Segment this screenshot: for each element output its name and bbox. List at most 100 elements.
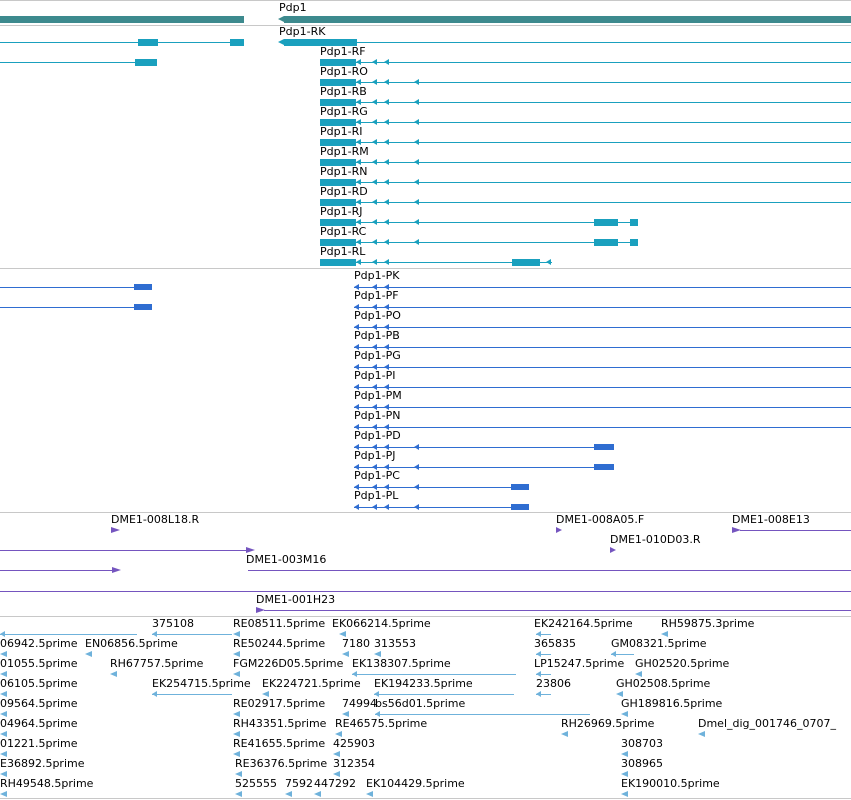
est-label[interactable]: 312354 bbox=[333, 757, 375, 770]
est-label[interactable]: 7180 bbox=[342, 637, 370, 650]
transcript-label[interactable]: Pdp1-RN bbox=[320, 165, 368, 178]
est-label[interactable]: EK224721.5prime bbox=[262, 677, 361, 690]
strand-arrow-icon bbox=[354, 444, 359, 450]
est-label[interactable]: 06942.5prime bbox=[0, 637, 78, 650]
clone-label[interactable]: DME1-008A05.F bbox=[556, 513, 645, 526]
strand-arrow-icon bbox=[372, 59, 377, 65]
strand-arrow-icon bbox=[356, 239, 361, 245]
transcript-label[interactable]: Pdp1-RB bbox=[320, 85, 367, 98]
est-label[interactable]: GH02520.5prime bbox=[635, 657, 730, 670]
est-label[interactable]: RE46575.5prime bbox=[335, 717, 428, 730]
est-label[interactable]: 04964.5prime bbox=[0, 717, 78, 730]
transcript-label[interactable]: Pdp1-RM bbox=[320, 145, 369, 158]
est-label[interactable]: bs56d01.5prime bbox=[375, 697, 466, 710]
transcript-label[interactable]: Pdp1-RD bbox=[320, 185, 368, 198]
protein-label[interactable]: Pdp1-PG bbox=[354, 349, 401, 362]
est-label[interactable]: 365835 bbox=[534, 637, 576, 650]
est-label[interactable]: EN06856.5prime bbox=[85, 637, 178, 650]
est-label[interactable]: 525555 bbox=[235, 777, 277, 790]
clone-label[interactable]: DME1-001H23 bbox=[256, 593, 336, 606]
clone-feature[interactable] bbox=[610, 547, 616, 553]
gene-feature[interactable] bbox=[0, 16, 244, 23]
protein-label[interactable]: Pdp1-PO bbox=[354, 309, 401, 322]
gene-label[interactable]: Pdp1 bbox=[279, 1, 307, 14]
est-label[interactable]: 447292 bbox=[314, 777, 356, 790]
strand-arrow-icon bbox=[384, 324, 389, 330]
est-label[interactable]: EK194233.5prime bbox=[374, 677, 473, 690]
est-label[interactable]: 375108 bbox=[152, 617, 194, 630]
transcript-label[interactable]: Pdp1-RI bbox=[320, 125, 363, 138]
est-label[interactable]: GH02508.5prime bbox=[616, 677, 711, 690]
strand-arrow-icon bbox=[414, 139, 419, 145]
est-label[interactable]: 09564.5prime bbox=[0, 697, 78, 710]
strand-arrow-icon bbox=[372, 344, 377, 350]
transcript-label[interactable]: Pdp1-RK bbox=[279, 25, 326, 38]
strand-arrow-icon bbox=[372, 504, 377, 510]
est-label[interactable]: RH43351.5prime bbox=[233, 717, 327, 730]
est-label[interactable]: Dmel_dig_001746_0707_ bbox=[698, 717, 837, 730]
protein-label[interactable]: Pdp1-PN bbox=[354, 409, 401, 422]
est-label[interactable]: 308965 bbox=[621, 757, 663, 770]
est-label[interactable]: GM08321.5prime bbox=[611, 637, 707, 650]
strand-arrow-icon bbox=[536, 691, 541, 697]
strand-arrow-icon bbox=[372, 464, 377, 470]
clone-label[interactable]: DME1-003M16 bbox=[246, 553, 327, 566]
est-label[interactable]: RE41655.5prime bbox=[233, 737, 326, 750]
est-label[interactable]: 425903 bbox=[333, 737, 375, 750]
clone-feature[interactable] bbox=[111, 527, 120, 533]
protein-label[interactable]: Pdp1-PJ bbox=[354, 449, 396, 462]
protein-label[interactable]: Pdp1-PC bbox=[354, 469, 400, 482]
est-label[interactable]: 01055.5prime bbox=[0, 657, 78, 670]
clone-label[interactable]: DME1-008L18.R bbox=[111, 513, 200, 526]
clone-feature[interactable] bbox=[0, 591, 851, 592]
est-label[interactable]: 01221.5prime bbox=[0, 737, 78, 750]
est-label[interactable]: 7592 bbox=[285, 777, 313, 790]
transcript-label[interactable]: Pdp1-RJ bbox=[320, 205, 363, 218]
protein-label[interactable]: Pdp1-PF bbox=[354, 289, 399, 302]
est-label[interactable]: 313553 bbox=[374, 637, 416, 650]
clone-label[interactable]: DME1-010D03.R bbox=[610, 533, 701, 546]
strand-arrow-icon bbox=[372, 199, 377, 205]
est-label[interactable]: 74994 bbox=[342, 697, 377, 710]
est-label[interactable]: RH26969.5prime bbox=[561, 717, 655, 730]
clone-label[interactable]: DME1-008E13 bbox=[732, 513, 810, 526]
est-label[interactable]: EK138307.5prime bbox=[352, 657, 451, 670]
est-label[interactable]: RE36376.5prime bbox=[235, 757, 328, 770]
est-label[interactable]: RH59875.3prime bbox=[661, 617, 755, 630]
est-label[interactable]: RE08511.5prime bbox=[233, 617, 326, 630]
strand-arrow-icon bbox=[372, 304, 377, 310]
transcript-label[interactable]: Pdp1-RC bbox=[320, 225, 367, 238]
est-label[interactable]: EK190010.5prime bbox=[621, 777, 720, 790]
est-label[interactable]: EK104429.5prime bbox=[366, 777, 465, 790]
est-label[interactable]: RE02917.5prime bbox=[233, 697, 326, 710]
transcript-label[interactable]: Pdp1-RG bbox=[320, 105, 368, 118]
protein-label[interactable]: Pdp1-PM bbox=[354, 389, 402, 402]
transcript-label[interactable]: Pdp1-RL bbox=[320, 245, 366, 258]
est-label[interactable]: EK242164.5prime bbox=[534, 617, 633, 630]
est-label[interactable]: 23806 bbox=[536, 677, 571, 690]
est-label[interactable]: RH67757.5prime bbox=[110, 657, 204, 670]
transcript-label[interactable]: Pdp1-RF bbox=[320, 45, 366, 58]
strand-arrow-icon bbox=[384, 219, 389, 225]
protein-label[interactable]: Pdp1-PD bbox=[354, 429, 401, 442]
protein-label[interactable]: Pdp1-PI bbox=[354, 369, 396, 382]
est-label[interactable]: RH49548.5prime bbox=[0, 777, 94, 790]
protein-label[interactable]: Pdp1-PK bbox=[354, 269, 400, 282]
clone-feature[interactable] bbox=[556, 527, 562, 533]
est-label[interactable]: FGM226D05.5prime bbox=[233, 657, 344, 670]
est-label[interactable]: 308703 bbox=[621, 737, 663, 750]
est-label[interactable]: LP15247.5prime bbox=[534, 657, 625, 670]
est-label[interactable]: EK254715.5prime bbox=[152, 677, 251, 690]
strand-arrow-icon bbox=[354, 464, 359, 470]
transcript-label[interactable]: Pdp1-RO bbox=[320, 65, 368, 78]
gene-feature[interactable] bbox=[284, 16, 851, 23]
est-label[interactable]: E36892.5prime bbox=[0, 757, 85, 770]
protein-label[interactable]: Pdp1-PB bbox=[354, 329, 400, 342]
est-label[interactable]: GH189816.5prime bbox=[621, 697, 723, 710]
est-label[interactable]: RE50244.5prime bbox=[233, 637, 326, 650]
est-label[interactable]: EK066214.5prime bbox=[332, 617, 431, 630]
strand-arrow-icon bbox=[384, 484, 389, 490]
protein-label[interactable]: Pdp1-PL bbox=[354, 489, 399, 502]
est-label[interactable]: 06105.5prime bbox=[0, 677, 78, 690]
